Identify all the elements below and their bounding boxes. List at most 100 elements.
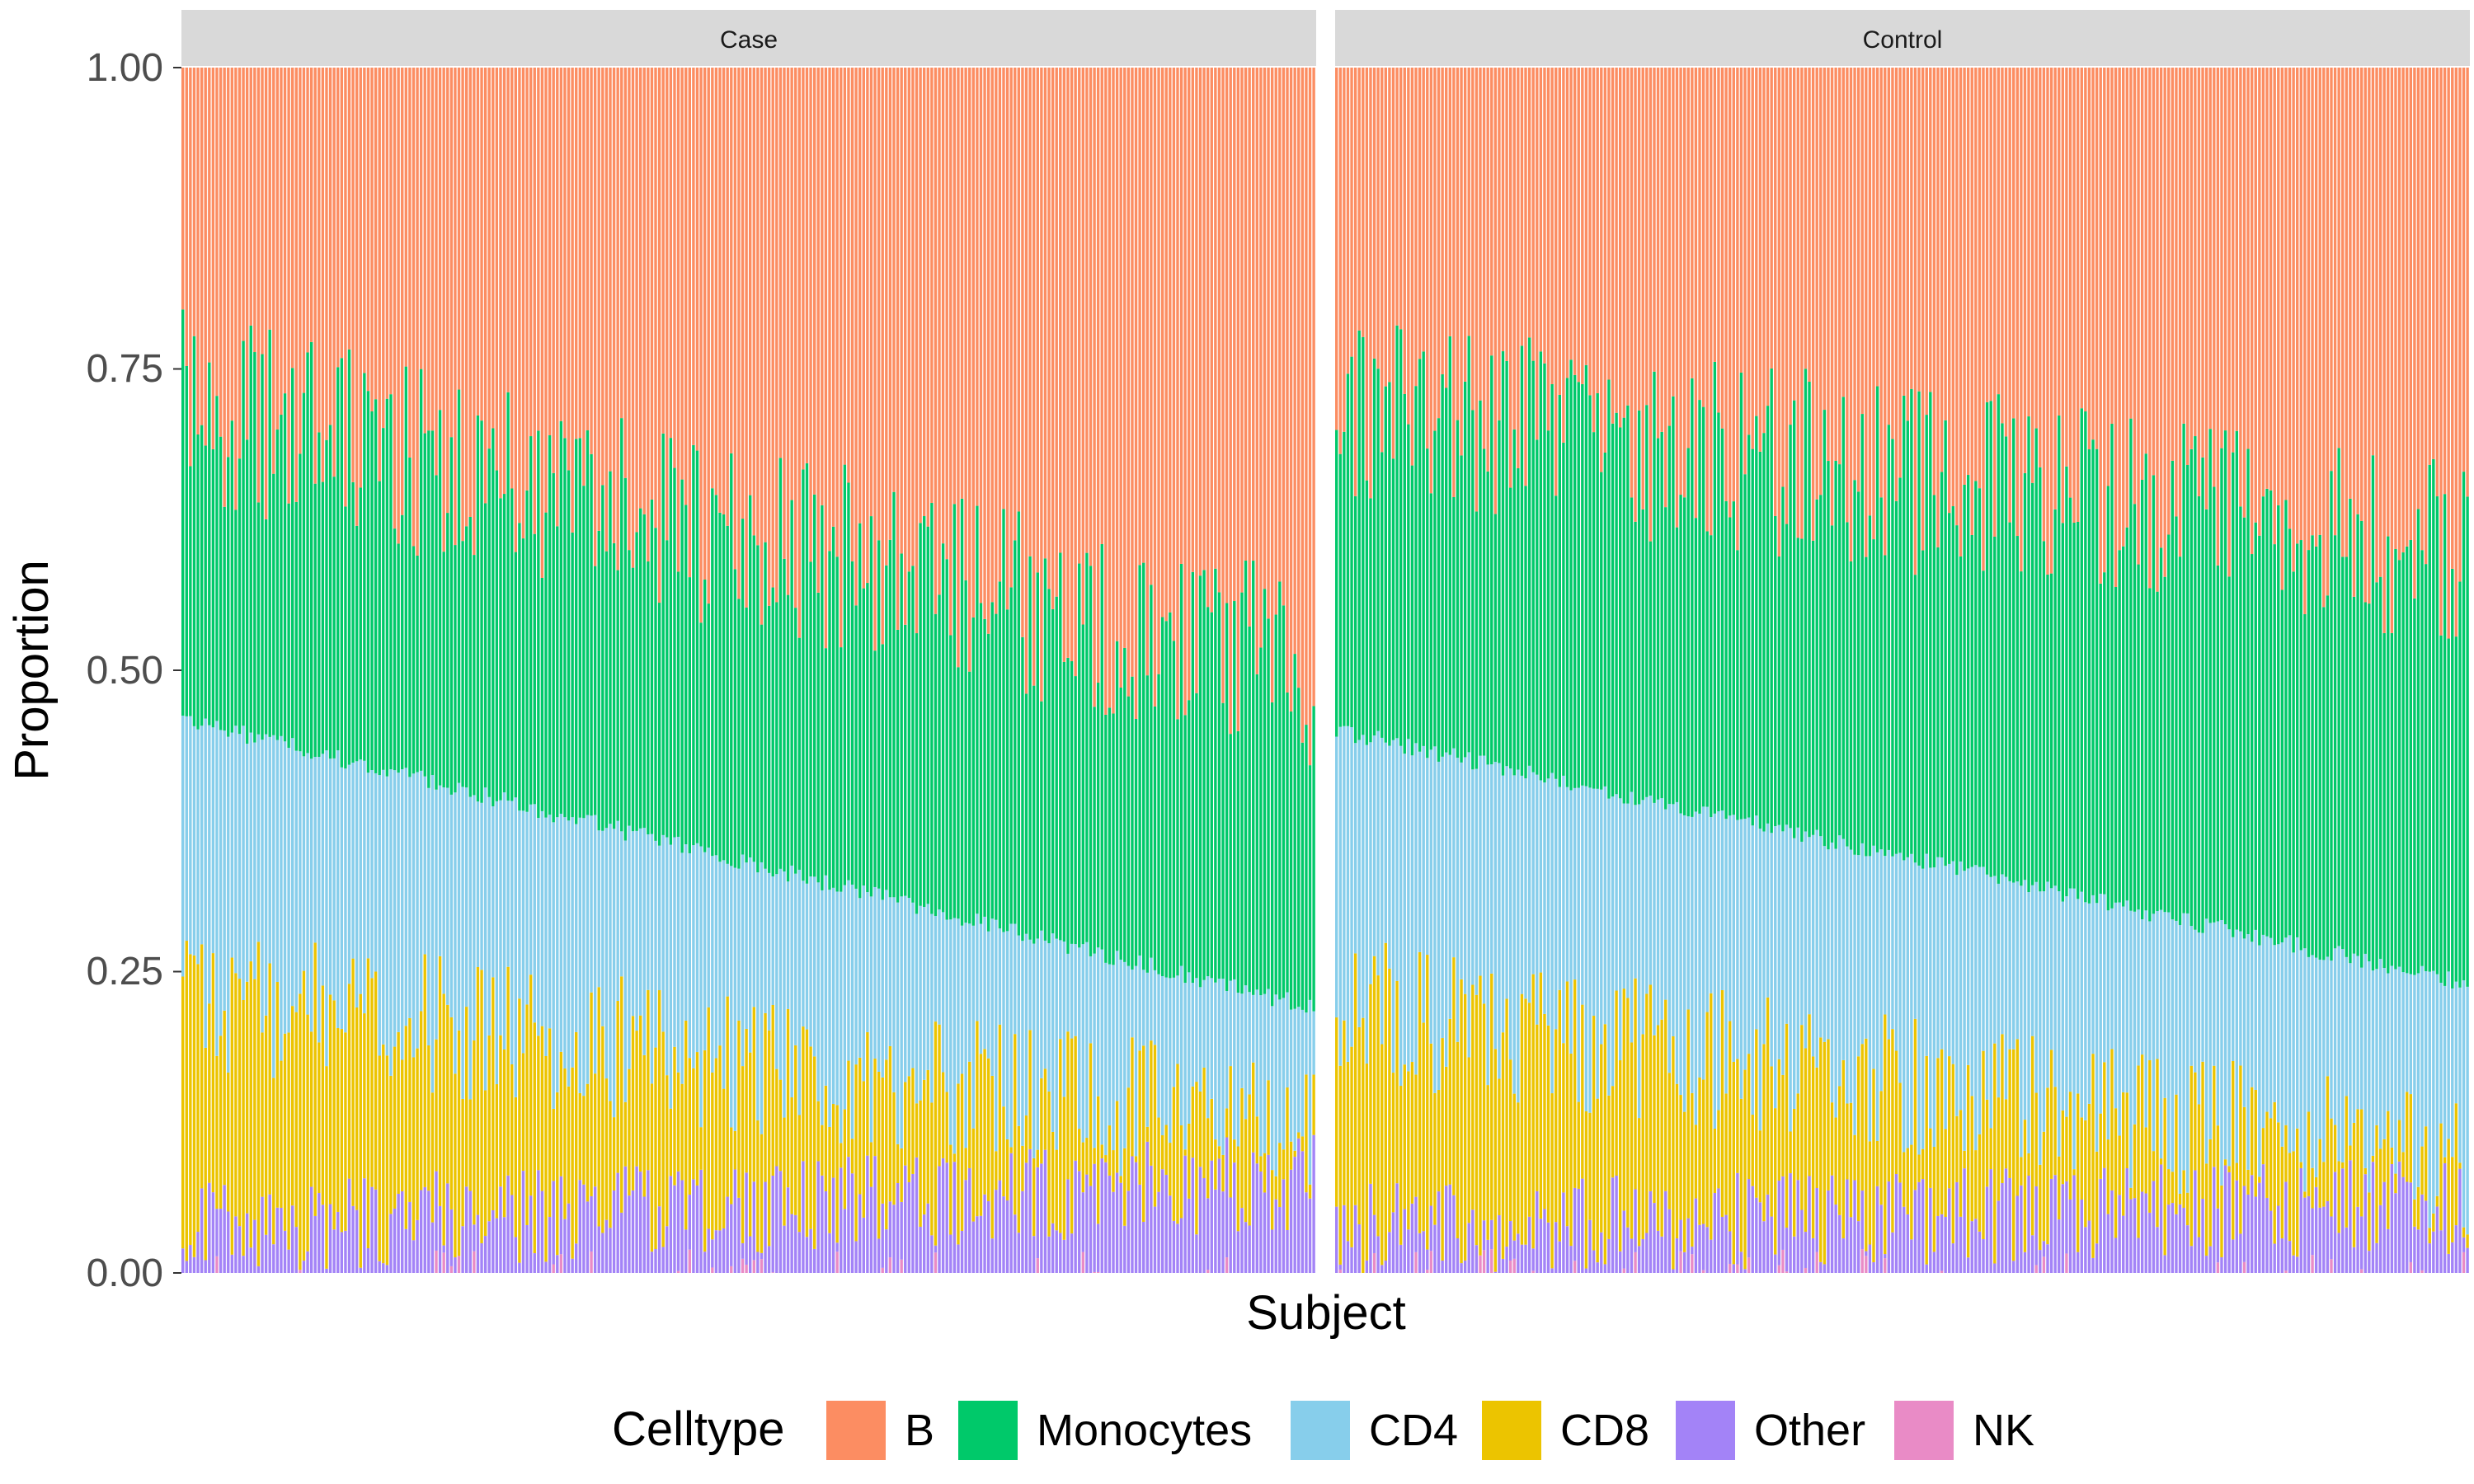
bar-segment-b bbox=[597, 68, 600, 531]
bar-segment-other bbox=[1846, 1179, 1849, 1273]
bar-segment-cd4 bbox=[1024, 933, 1028, 1116]
bar-segment-cd4 bbox=[1823, 846, 1827, 1042]
bar-segment-cd4 bbox=[805, 883, 809, 1030]
bar-segment-cd8 bbox=[669, 1108, 673, 1176]
bar-segment-b bbox=[2337, 68, 2340, 448]
bar-segment-cd8 bbox=[1179, 1125, 1183, 1219]
bar-segment-cd4 bbox=[215, 721, 219, 1056]
bar-segment-monocytes bbox=[1698, 400, 1701, 814]
bar-segment-cd8 bbox=[1724, 1093, 1728, 1215]
bar-segment-cd8 bbox=[609, 1101, 612, 1228]
bar-segment-b bbox=[2413, 68, 2416, 599]
bar-segment-cd8 bbox=[480, 970, 483, 1243]
bar-segment-cd4 bbox=[230, 732, 234, 958]
bar-segment-cd8 bbox=[767, 1030, 771, 1247]
bar-segment-cd8 bbox=[922, 1079, 926, 1215]
bar-segment-cd4 bbox=[2110, 908, 2114, 1050]
bar-segment-cd8 bbox=[1936, 1058, 1940, 1216]
bar-segment-other bbox=[1456, 1237, 1460, 1273]
bar-segment-other bbox=[604, 1219, 609, 1273]
bar-segment-b bbox=[1808, 68, 1811, 383]
bar-segment-other bbox=[2258, 1182, 2261, 1273]
bar-segment-monocytes bbox=[1448, 336, 1451, 755]
bar-segment-cd4 bbox=[1433, 746, 1437, 1093]
bar-segment-cd4 bbox=[2250, 942, 2254, 1087]
bar-segment-monocytes bbox=[1179, 563, 1183, 966]
bar-segment-other bbox=[1308, 1198, 1312, 1273]
bar-segment-other bbox=[2118, 1195, 2121, 1273]
bar-segment-monocytes bbox=[824, 648, 828, 876]
bar-segment-b bbox=[2314, 68, 2318, 547]
y-tick-marks bbox=[173, 67, 181, 1274]
bar-segment-monocytes bbox=[2058, 416, 2061, 891]
bar-segment-cd8 bbox=[786, 1008, 790, 1188]
bar-segment-cd4 bbox=[896, 902, 900, 1144]
bar-segment-cd8 bbox=[1070, 1038, 1074, 1234]
bar-segment-cd4 bbox=[2039, 891, 2042, 1165]
bar-segment-cd4 bbox=[1448, 754, 1451, 1019]
bar-segment-cd8 bbox=[1656, 1025, 1660, 1231]
bar-segment-cd8 bbox=[2356, 1109, 2359, 1207]
bar-segment-cd4 bbox=[1944, 866, 1947, 1129]
bar-segment-monocytes bbox=[2416, 509, 2420, 974]
bar-segment-cd4 bbox=[2099, 894, 2102, 1114]
bar-segment-b bbox=[2004, 68, 2008, 437]
bar-segment-other bbox=[612, 1190, 616, 1273]
bar-segment-cd8 bbox=[2451, 1157, 2454, 1242]
bar-segment-monocytes bbox=[1543, 363, 1546, 783]
bar-segment-cd4 bbox=[2046, 881, 2049, 1088]
bar-segment-cd4 bbox=[790, 865, 793, 1098]
bar-segment-cd8 bbox=[449, 1017, 454, 1209]
bar-segment-cd8 bbox=[1531, 974, 1535, 1249]
bar-segment-cd8 bbox=[934, 1021, 938, 1246]
bar-segment-monocytes bbox=[666, 540, 669, 838]
bar-segment-b bbox=[374, 68, 378, 400]
bar-segment-cd8 bbox=[1051, 1131, 1055, 1223]
bar-segment-monocytes bbox=[900, 553, 903, 897]
bar-segment-cd8 bbox=[1059, 1039, 1062, 1233]
bar-segment-b bbox=[2277, 68, 2280, 505]
bar-segment-cd8 bbox=[2156, 1059, 2159, 1228]
bar-segment-other bbox=[1372, 1214, 1376, 1253]
bar-segment-monocytes bbox=[2299, 540, 2302, 951]
bar-segment-other bbox=[1875, 1186, 1879, 1273]
bar-segment-monocytes bbox=[1021, 636, 1024, 942]
bar-segment-b bbox=[900, 68, 903, 554]
bar-segment-cd4 bbox=[200, 726, 204, 945]
bar-segment-cd8 bbox=[1343, 1020, 1346, 1205]
bar-segment-monocytes bbox=[1789, 425, 1792, 829]
bar-segment-cd8 bbox=[1486, 1085, 1489, 1240]
bar-segment-cd8 bbox=[2299, 1162, 2302, 1168]
bar-segment-monocytes bbox=[370, 411, 374, 771]
bar-segment-cd4 bbox=[2156, 911, 2159, 1059]
bar-segment-other bbox=[404, 1228, 407, 1273]
bar-segment-b bbox=[1823, 68, 1827, 411]
bar-segment-monocytes bbox=[1875, 386, 1879, 852]
bar-segment-other bbox=[1422, 1231, 1425, 1273]
bar-segment-cd4 bbox=[711, 856, 714, 1073]
bar-segment-cd4 bbox=[783, 871, 786, 1118]
bar-segment-cd4 bbox=[1198, 987, 1202, 1092]
bar-segment-b bbox=[449, 68, 454, 438]
bar-segment-cd8 bbox=[2076, 1093, 2080, 1252]
bar-segment-other bbox=[835, 1242, 839, 1252]
bar-segment-b bbox=[714, 68, 718, 495]
bar-segment-cd8 bbox=[275, 982, 280, 1208]
bar-segment-cd8 bbox=[794, 1045, 797, 1215]
bar-segment-cd8 bbox=[2288, 1153, 2292, 1242]
bar-segment-cd8 bbox=[1244, 1119, 1248, 1223]
bar-segment-b bbox=[1157, 68, 1160, 674]
bar-segment-cd8 bbox=[2368, 1192, 2371, 1252]
bar-segment-monocytes bbox=[1164, 621, 1168, 978]
bar-segment-nk bbox=[741, 1258, 745, 1273]
bar-segment-cd8 bbox=[393, 1046, 397, 1209]
bar-segment-b bbox=[1792, 68, 1796, 401]
bar-segment-cd4 bbox=[1252, 994, 1255, 1063]
bar-segment-cd8 bbox=[2375, 1125, 2378, 1243]
bar-segment-cd4 bbox=[1278, 999, 1282, 1144]
bar-segment-cd4 bbox=[416, 772, 419, 1049]
bar-segment-b bbox=[995, 68, 998, 614]
bar-segment-monocytes bbox=[1755, 416, 1758, 816]
bar-segment-cd4 bbox=[1081, 944, 1085, 1143]
bar-segment-other bbox=[2194, 1170, 2197, 1273]
